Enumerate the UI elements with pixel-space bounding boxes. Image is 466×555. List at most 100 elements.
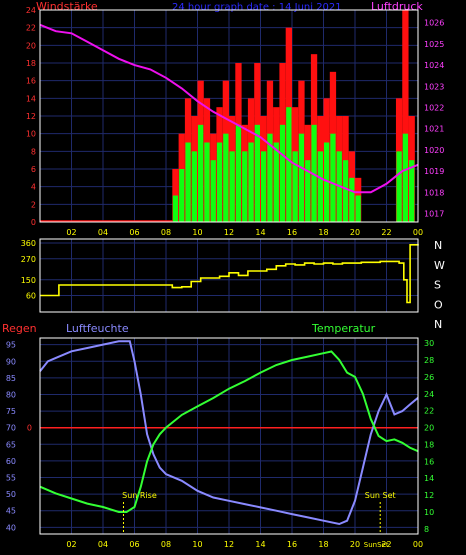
wind-average-bar bbox=[273, 142, 279, 222]
p3-x-tick: 02 bbox=[66, 540, 76, 549]
rain-marker: 0 bbox=[27, 424, 32, 433]
wind-average-bar bbox=[305, 160, 311, 222]
wind-average-bar bbox=[204, 142, 210, 222]
wind-average-bar bbox=[261, 151, 267, 222]
p1-y-right-tick: 1018 bbox=[424, 188, 444, 197]
wind-average-bar bbox=[185, 142, 191, 222]
p1-x-tick: 20 bbox=[350, 228, 360, 237]
p1-x-tick: 00 bbox=[413, 228, 423, 237]
p1-y-left-tick: 4 bbox=[31, 183, 36, 192]
p3-y-right-tick: 12 bbox=[424, 491, 434, 500]
p1-y-left-tick: 6 bbox=[31, 165, 36, 174]
wind-average-bar bbox=[342, 160, 349, 222]
p3-y-left-tick: 95 bbox=[6, 341, 16, 350]
wind-average-bar bbox=[317, 151, 323, 222]
p1-y-right-tick: 1024 bbox=[424, 61, 444, 70]
wind-average-bar bbox=[172, 195, 179, 222]
p3-frame bbox=[39, 337, 419, 535]
p1-x-tick: 10 bbox=[192, 228, 202, 237]
p1-y-right-tick: 1017 bbox=[424, 210, 444, 219]
p3-x-tick: 18 bbox=[318, 540, 328, 549]
p1-ticks: 0246810121416182022241017101810191020102… bbox=[26, 6, 445, 237]
wind-average-bar bbox=[292, 151, 298, 222]
wind-average-bar bbox=[198, 124, 204, 222]
p3-x-tick: 20 bbox=[350, 540, 360, 549]
p1-y-right-tick: 1025 bbox=[424, 40, 444, 49]
p2-grid bbox=[40, 239, 419, 312]
p3-y-right-tick: 26 bbox=[424, 373, 434, 382]
temperature-label: Temperatur bbox=[311, 322, 376, 335]
p1-frame bbox=[39, 9, 419, 223]
wind-average-bar bbox=[330, 133, 336, 222]
p2-compass-tick: W bbox=[434, 259, 445, 272]
pressure-line bbox=[39, 23, 419, 194]
p3-y-left-tick: 45 bbox=[6, 507, 16, 516]
p3-y-right-tick: 8 bbox=[424, 525, 429, 534]
p3-x-tick: 16 bbox=[287, 540, 297, 549]
p1-y-left-tick: 20 bbox=[26, 41, 36, 50]
p3-y-right-tick: 28 bbox=[424, 356, 434, 365]
p3-y-left-tick: 55 bbox=[6, 474, 16, 483]
p2-compass-tick: O bbox=[434, 298, 443, 311]
p3-y-left-tick: 85 bbox=[6, 374, 16, 383]
p3-x-tick: 22 bbox=[381, 540, 391, 549]
p3-y-left-tick: 50 bbox=[6, 490, 16, 499]
p3-y-left-tick: 60 bbox=[6, 457, 16, 466]
p2-y-left-tick: 60 bbox=[26, 292, 36, 301]
p3-x-tick: 12 bbox=[224, 540, 234, 549]
p1-x-tick: 02 bbox=[66, 228, 76, 237]
p1-x-tick: 12 bbox=[224, 228, 234, 237]
p3-y-right-tick: 24 bbox=[424, 390, 434, 399]
p1-x-tick: 22 bbox=[381, 228, 391, 237]
p3-y-right-tick: 30 bbox=[424, 339, 434, 348]
p3-y-left-tick: 70 bbox=[6, 424, 16, 433]
p1-y-left-tick: 8 bbox=[31, 147, 36, 156]
p2-y-left-tick: 150 bbox=[21, 276, 36, 285]
wind-average-bar bbox=[179, 169, 185, 222]
wind-average-bar bbox=[229, 151, 235, 222]
p1-y-left-tick: 0 bbox=[31, 218, 36, 227]
p3-x-tick: 00 bbox=[413, 540, 423, 549]
p1-y-left-tick: 14 bbox=[26, 94, 36, 103]
p3-x-tick: 06 bbox=[129, 540, 139, 549]
p3-y-left-tick: 75 bbox=[6, 407, 16, 416]
wind-average-bar bbox=[210, 160, 216, 222]
p1-y-right-tick: 1023 bbox=[424, 82, 444, 91]
p1-y-left-tick: 16 bbox=[26, 77, 36, 86]
p1-x-tick: 14 bbox=[255, 228, 265, 237]
p3-ticks: 40 45 50 55 60 65 70 75 80 85 90 95 8 10 12 14 16 18 20 22 2… bbox=[6, 339, 434, 549]
p3-y-right-tick: 18 bbox=[424, 440, 434, 449]
wind-average-bar bbox=[216, 142, 223, 222]
sunset-label: Sun Set bbox=[365, 491, 396, 500]
p1-y-left-tick: 24 bbox=[26, 6, 36, 15]
p1-y-right-tick: 1019 bbox=[424, 167, 444, 176]
p2-compass-tick: S bbox=[434, 279, 441, 292]
p3-grid bbox=[40, 338, 419, 534]
wind-average-bar bbox=[349, 177, 355, 222]
p1-x-tick: 06 bbox=[129, 228, 139, 237]
p1-y-left-tick: 2 bbox=[31, 200, 36, 209]
wind-average-bar bbox=[409, 160, 415, 222]
temperature-line bbox=[39, 350, 419, 513]
wind-average-bar bbox=[286, 107, 292, 222]
wind-average-bar bbox=[223, 133, 229, 222]
header-right-label: Luftdruck bbox=[371, 0, 423, 13]
wind-average-bar bbox=[242, 151, 248, 222]
p1-x-tick: 18 bbox=[318, 228, 328, 237]
p1-x-tick: 04 bbox=[98, 228, 108, 237]
wind-average-bar bbox=[267, 133, 273, 222]
p1-y-left-tick: 22 bbox=[26, 24, 36, 33]
p3-y-right-tick: 20 bbox=[424, 424, 434, 433]
p3-y-right-tick: 14 bbox=[424, 474, 434, 483]
header-left-label: Windstärke bbox=[36, 0, 98, 13]
p1-y-right-tick: 1022 bbox=[424, 104, 444, 113]
p1-bars bbox=[40, 10, 415, 223]
p1-y-left-tick: 12 bbox=[26, 112, 36, 121]
p2-frame bbox=[39, 238, 419, 313]
p1-y-right-tick: 1026 bbox=[424, 19, 444, 28]
p2-compass-tick: N bbox=[434, 239, 442, 252]
p1-x-tick: 08 bbox=[161, 228, 171, 237]
wind-average-bar bbox=[248, 142, 254, 222]
p1-y-left-tick: 18 bbox=[26, 59, 36, 68]
